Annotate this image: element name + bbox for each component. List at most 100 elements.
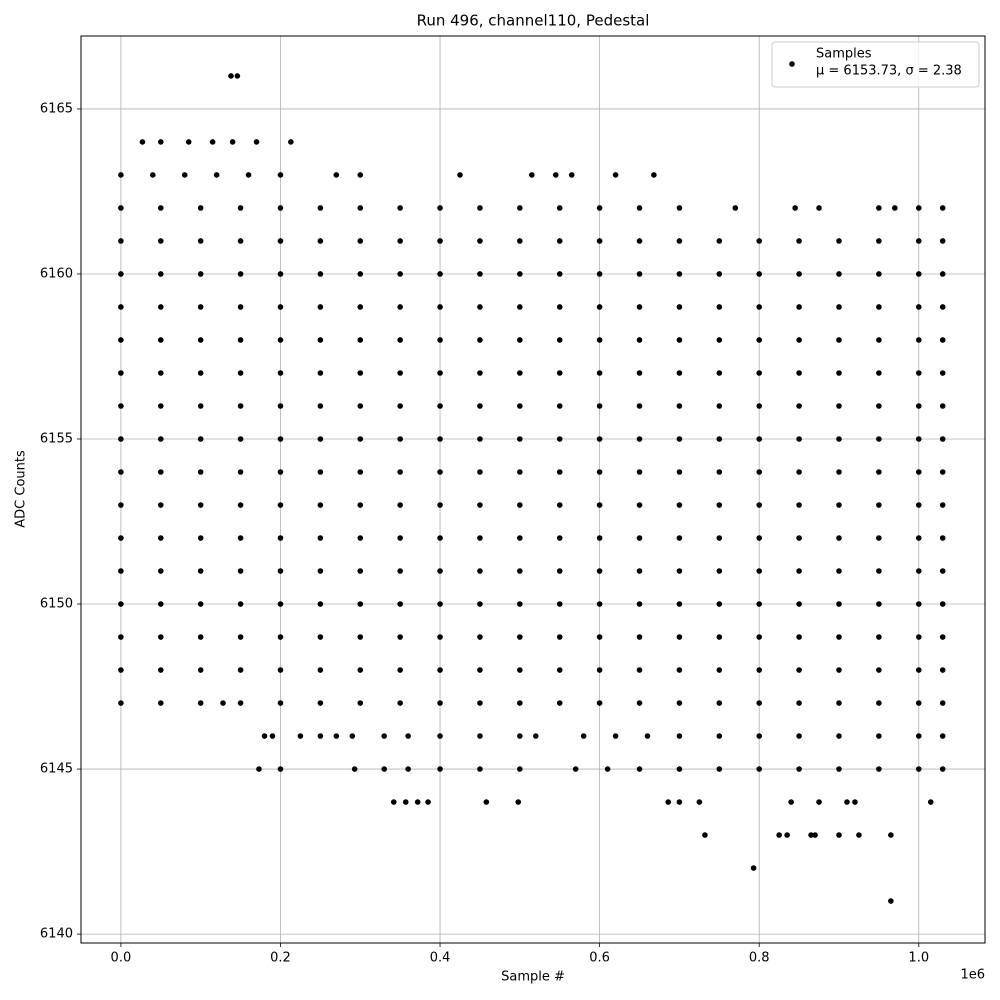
point	[939, 700, 946, 706]
point	[676, 502, 683, 508]
point	[317, 601, 324, 607]
point	[437, 205, 443, 211]
point	[397, 667, 403, 673]
point	[939, 634, 946, 640]
point	[939, 601, 946, 607]
point	[277, 568, 284, 574]
point	[676, 733, 683, 739]
point	[477, 733, 483, 739]
point	[317, 337, 324, 343]
point	[181, 172, 188, 178]
x-tick-label: 0.2	[270, 951, 291, 966]
point	[568, 172, 575, 178]
point	[517, 700, 523, 706]
point	[277, 403, 284, 409]
point	[197, 667, 204, 673]
point	[676, 271, 683, 277]
point	[529, 172, 535, 178]
point	[437, 733, 443, 739]
point	[237, 436, 244, 442]
point	[213, 172, 220, 178]
plot-frame	[80, 35, 986, 944]
point	[756, 370, 762, 376]
point	[288, 139, 294, 145]
point	[437, 238, 443, 244]
point	[756, 601, 762, 607]
point	[317, 238, 324, 244]
point	[357, 568, 364, 574]
point	[796, 568, 802, 574]
point	[836, 667, 842, 673]
legend-marker	[789, 61, 795, 67]
point	[515, 799, 522, 805]
point	[437, 667, 443, 673]
legend-label: μ = 6153.73, σ = 2.38	[816, 64, 962, 79]
point	[317, 667, 324, 673]
point	[676, 634, 683, 640]
point	[197, 271, 204, 277]
point	[756, 535, 762, 541]
point	[796, 634, 802, 640]
point	[477, 634, 483, 640]
point	[796, 733, 802, 739]
point	[277, 700, 284, 706]
point	[517, 502, 523, 508]
point	[716, 535, 723, 541]
point	[317, 535, 324, 541]
point	[876, 502, 882, 508]
point	[157, 700, 164, 706]
point	[596, 469, 603, 475]
point	[477, 337, 483, 343]
point	[796, 337, 802, 343]
point	[756, 667, 762, 673]
point	[676, 568, 683, 574]
point	[118, 304, 124, 310]
point	[844, 799, 850, 805]
point	[836, 700, 842, 706]
point	[784, 832, 790, 838]
point	[556, 403, 563, 409]
point	[556, 238, 563, 244]
point	[197, 337, 204, 343]
point	[349, 733, 356, 739]
point	[556, 700, 563, 706]
point	[397, 271, 403, 277]
point	[277, 304, 284, 310]
point	[856, 832, 862, 838]
point	[716, 601, 723, 607]
point	[596, 238, 603, 244]
point	[517, 337, 523, 343]
point	[756, 271, 762, 277]
y-tick-label: 6145	[40, 762, 73, 777]
point	[277, 469, 284, 475]
point	[157, 238, 164, 244]
point	[234, 73, 241, 79]
point	[517, 568, 523, 574]
point	[552, 172, 559, 178]
point	[197, 700, 204, 706]
point	[477, 568, 483, 574]
point	[237, 634, 244, 640]
point	[636, 370, 643, 376]
point	[836, 766, 842, 772]
point	[939, 403, 946, 409]
point	[816, 205, 822, 211]
point	[157, 403, 164, 409]
point	[397, 337, 403, 343]
point	[425, 799, 431, 805]
point	[876, 238, 882, 244]
point	[157, 535, 164, 541]
point	[852, 799, 858, 805]
point	[157, 139, 164, 145]
point	[836, 535, 842, 541]
point	[915, 535, 922, 541]
point	[816, 799, 822, 805]
point	[756, 436, 762, 442]
point	[237, 205, 244, 211]
point	[636, 502, 643, 508]
point	[636, 205, 643, 211]
point	[405, 733, 411, 739]
point	[596, 337, 603, 343]
point	[228, 73, 234, 79]
point	[237, 568, 244, 574]
